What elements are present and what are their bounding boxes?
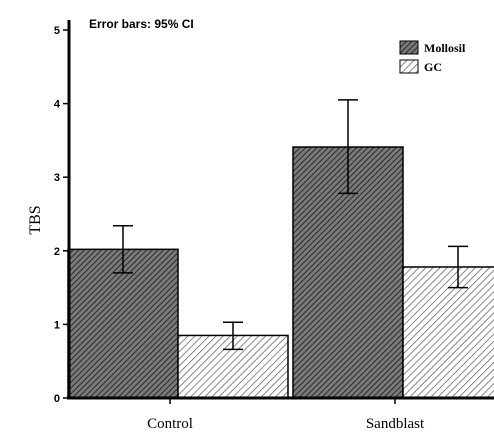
legend-swatch-mollosil (399, 40, 419, 55)
y-tick-label: 5 (54, 25, 60, 37)
legend-label-gc: GC (424, 60, 442, 74)
error-bar-mollosil-control (113, 225, 133, 274)
error-bar-gc-sandblast (448, 245, 468, 289)
legend-swatch-gc (399, 59, 419, 74)
y-tick-label: 3 (54, 172, 60, 184)
x-category-label-sandblast: Sandblast (366, 416, 425, 432)
error-bar-gc-control (223, 321, 243, 351)
y-tick-label: 2 (54, 246, 60, 258)
error-bar-mollosil-sandblast (338, 99, 358, 195)
bar-mollosil-control (67, 248, 179, 399)
error-bars-note: Error bars: 95% CI (89, 17, 194, 31)
y-tick-label: 0 (54, 393, 60, 405)
y-ticks-layer: 0 1 2 3 4 5 (54, 25, 69, 405)
x-labels-layer: Control Sandblast (147, 398, 425, 432)
x-category-label-control: Control (147, 416, 193, 432)
bar-gc-sandblast (402, 266, 494, 399)
y-axis-title: TBS (27, 205, 44, 234)
error-bars-layer (113, 99, 468, 351)
y-tick-label: 1 (54, 319, 60, 331)
legend: Mollosil GC (399, 40, 466, 74)
y-tick-label: 4 (54, 99, 61, 111)
legend-label-mollosil: Mollosil (424, 41, 466, 55)
